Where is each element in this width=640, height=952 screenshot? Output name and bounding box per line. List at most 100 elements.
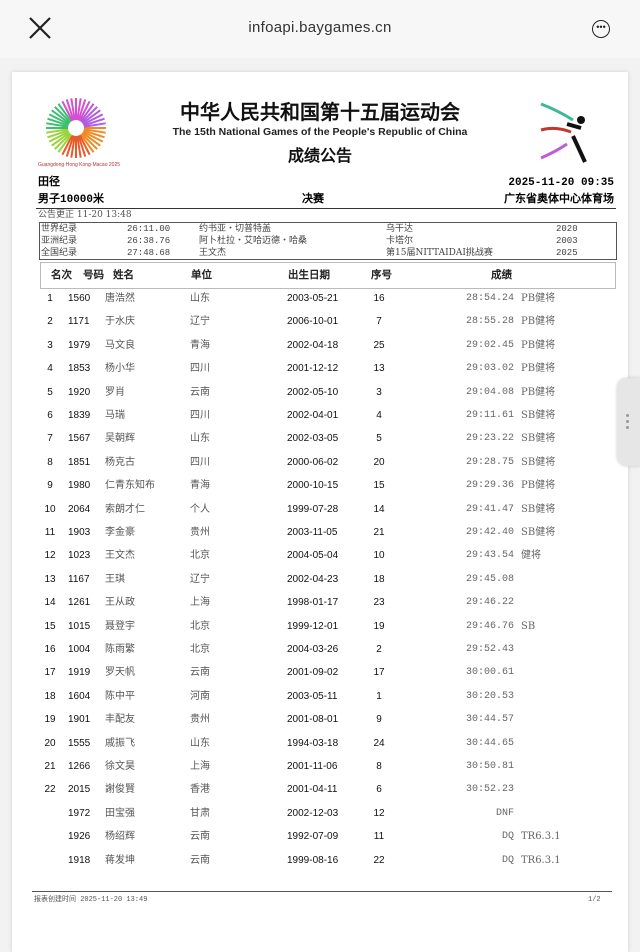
- cell-note: TR6.3.1: [521, 831, 561, 843]
- cell-rank: 22: [44, 784, 56, 796]
- more-icon[interactable]: •••: [592, 20, 610, 38]
- cell-result: 29:41.47: [465, 503, 514, 515]
- cell-note: 健将: [521, 550, 541, 562]
- logo-ray: [47, 129, 69, 139]
- cell-result: 29:46.76: [465, 620, 514, 632]
- cell-name: 田宝强: [105, 807, 135, 819]
- cell-unit: 辽宁: [190, 316, 210, 328]
- logo-ray: [76, 98, 82, 121]
- cell-dob: 2001-04-11: [287, 784, 338, 796]
- cell-seq: 20: [373, 456, 385, 468]
- table-row: 8 1851 杨克古 四川 2000-06-02 20 29:28.75 SB健将: [12, 453, 628, 473]
- table-row: 11 1903 李金豪 贵州 2003-11-05 21 29:42.40 SB健将: [12, 523, 628, 543]
- cell-note: PB健将: [521, 339, 556, 351]
- record-row: 世界纪录 26:11.00 约书亚・切普特盖 乌干达 2020: [41, 224, 617, 235]
- cell-name: 罗天帆: [105, 667, 135, 679]
- scrollbar-handle[interactable]: [617, 378, 640, 466]
- logo-ray: [61, 134, 74, 156]
- cell-note: SB健将: [521, 527, 556, 538]
- cell-unit: 贵州: [190, 527, 210, 538]
- cell-dob: 1999-07-28: [287, 503, 339, 515]
- cell-unit: 上海: [190, 761, 210, 772]
- logo-ray: [83, 122, 106, 128]
- divider: [36, 208, 616, 209]
- cell-name: 謝俊賢: [105, 784, 135, 796]
- logo-ray: [46, 122, 69, 128]
- cell-result: 29:29.36: [465, 480, 514, 492]
- doc-subtitle: The 15th National Games of the People's …: [172, 126, 468, 138]
- record-place: 卡塔尔: [386, 236, 414, 246]
- table-row: 3 1979 马文良 青海 2002-04-18 25 29:02.45 PB健将: [12, 336, 628, 356]
- cell-name: 王琪: [105, 573, 125, 585]
- record-type: 世界纪录: [41, 224, 78, 234]
- cell-unit: 山东: [190, 433, 210, 445]
- cell-result: 29:28.75: [465, 456, 514, 468]
- cell-bib: 1853: [68, 363, 91, 375]
- record-place: 乌干达: [386, 224, 414, 234]
- cell-rank: 15: [44, 620, 56, 632]
- table-row: 13 1167 王琪 辽宁 2002-04-23 18 29:45.08: [12, 570, 628, 590]
- logo-ray: [48, 113, 70, 126]
- cell-dob: 1992-07-09: [287, 831, 339, 843]
- table-row: 12 1023 王文杰 北京 2004-05-04 10 29:43.54 健将: [12, 546, 628, 566]
- cell-name: 戚振飞: [105, 737, 135, 749]
- logo-ray: [46, 128, 69, 134]
- cell-seq: 4: [376, 410, 382, 421]
- table-row: 20 1555 戚振飞 山东 1994-03-18 24 30:44.65: [12, 734, 628, 754]
- cell-dob: 2003-11-05: [287, 527, 338, 538]
- cell-bib: 1903: [68, 527, 91, 538]
- cell-unit: 四川: [190, 363, 210, 375]
- cell-bib: 1919: [68, 667, 91, 679]
- col-result: 成绩: [491, 269, 512, 281]
- cell-dob: 2002-04-18: [287, 339, 339, 351]
- cell-bib: 1261: [68, 597, 91, 609]
- cell-result: 28:55.28: [465, 316, 514, 328]
- cell-name: 索朗才仁: [105, 503, 145, 515]
- cell-seq: 7: [376, 316, 382, 328]
- cell-name: 杨克古: [105, 456, 135, 468]
- browser-topbar: infoapi.baygames.cn •••: [0, 0, 640, 58]
- logo-ray: [48, 130, 70, 143]
- cell-rank: 1: [47, 293, 53, 304]
- cell-unit: 辽宁: [190, 573, 210, 585]
- cell-result: 29:03.02: [465, 363, 514, 375]
- cell-dob: 2002-12-03: [287, 807, 339, 819]
- cell-dob: 2004-05-04: [287, 550, 339, 562]
- cell-result: DNF: [495, 807, 514, 819]
- logo-ray: [47, 117, 69, 127]
- cell-seq: 6: [376, 784, 382, 796]
- cell-dob: 2000-06-02: [287, 456, 339, 468]
- cell-unit: 云南: [190, 854, 210, 866]
- record-mark: 27:48.68: [127, 248, 171, 258]
- logo-ray: [78, 134, 91, 156]
- cell-result: DQ: [501, 831, 514, 843]
- cell-note: SB健将: [521, 456, 556, 468]
- table-row: 14 1261 王从政 上海 1998-01-17 23 29:46.22: [12, 593, 628, 613]
- cell-name: 杨小华: [105, 363, 135, 375]
- cell-result: 29:52.43: [465, 644, 514, 655]
- cell-bib: 1972: [68, 807, 91, 819]
- cell-seq: 23: [373, 597, 385, 609]
- logo-ray: [78, 100, 91, 122]
- cell-bib: 1266: [68, 761, 91, 772]
- cell-dob: 2001-08-01: [287, 714, 339, 726]
- cell-seq: 24: [373, 737, 385, 749]
- cell-note: TR6.3.1: [521, 854, 561, 866]
- cell-rank: 18: [44, 690, 56, 702]
- cell-unit: 上海: [190, 597, 210, 609]
- cell-bib: 1604: [68, 690, 91, 702]
- table-row: 16 1004 陈雨繁 北京 2004-03-26 2 29:52.43: [12, 640, 628, 660]
- cell-result: DQ: [501, 854, 514, 866]
- cell-bib: 1839: [68, 410, 91, 421]
- cell-name: 马瑞: [105, 410, 125, 421]
- cell-rank: 7: [47, 433, 53, 445]
- record-mark: 26:38.76: [127, 236, 171, 246]
- records-box: 世界纪录 26:11.00 约书亚・切普特盖 乌干达 2020 亚洲纪录 26:38.76 阿…: [39, 222, 617, 260]
- cell-note: PB健将: [521, 386, 556, 398]
- logo-ray: [54, 106, 72, 124]
- close-icon[interactable]: [28, 16, 52, 40]
- cell-seq: 8: [376, 761, 382, 772]
- cell-note: PB健将: [521, 480, 556, 492]
- cell-unit: 云南: [190, 667, 210, 679]
- cell-name: 陈雨繁: [105, 644, 135, 655]
